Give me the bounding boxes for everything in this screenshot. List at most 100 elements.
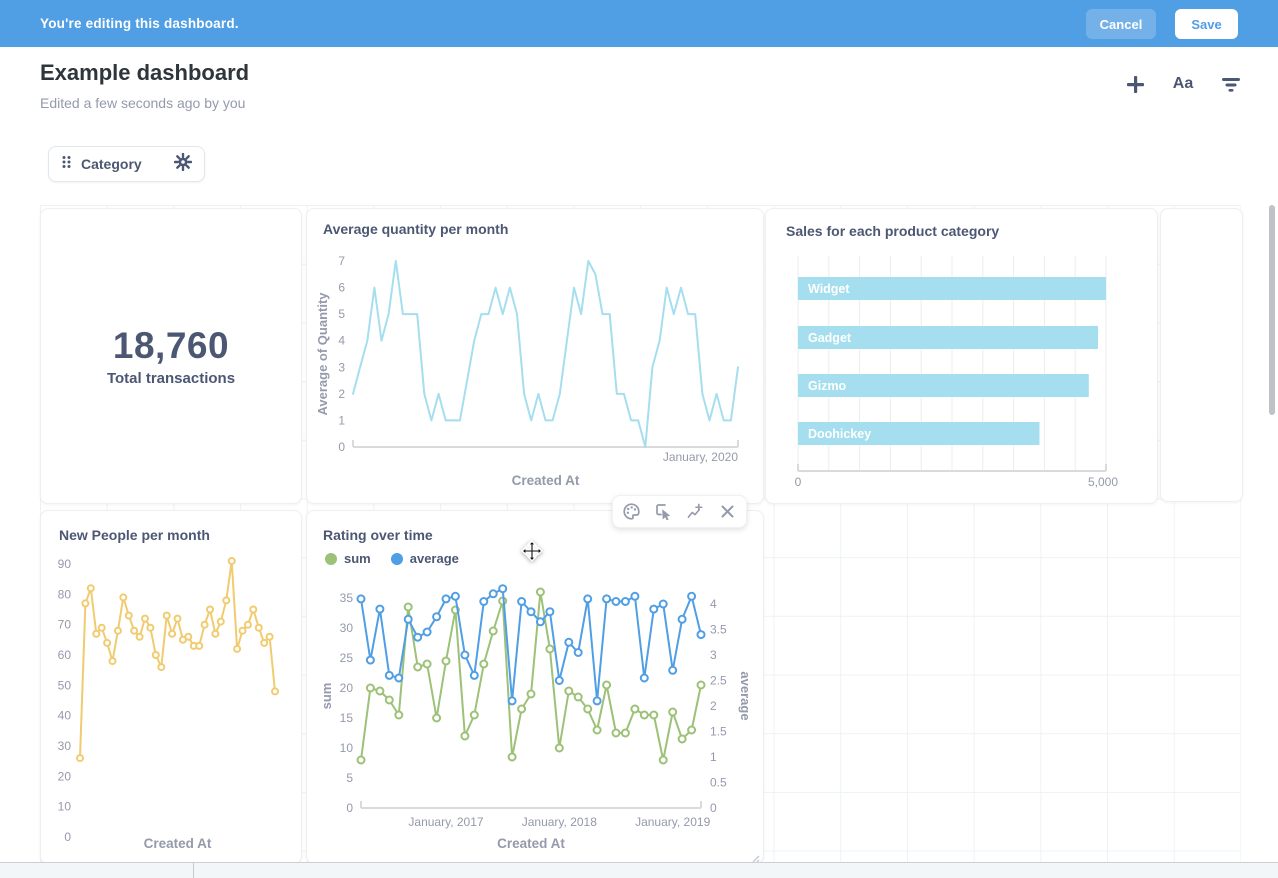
card-title: Rating over time — [323, 527, 433, 543]
svg-text:90: 90 — [58, 557, 72, 571]
scalar-value: 18,760 — [112, 325, 230, 366]
chart-legend: sum average — [325, 551, 459, 566]
svg-text:1: 1 — [710, 750, 717, 764]
card-partially-visible[interactable] — [1160, 208, 1243, 502]
svg-text:4: 4 — [710, 597, 717, 611]
header-actions: Aa — [1124, 73, 1242, 95]
svg-text:Widget: Widget — [808, 282, 850, 296]
filter-icon[interactable] — [1220, 73, 1242, 95]
svg-text:1: 1 — [338, 413, 345, 427]
svg-text:0: 0 — [346, 801, 353, 815]
svg-text:70: 70 — [58, 618, 72, 632]
svg-text:5: 5 — [346, 771, 353, 785]
svg-text:60: 60 — [58, 648, 72, 662]
card-average-quantity[interactable]: Average quantity per month 0 1 2 3 4 5 6 7 Avera… — [306, 208, 764, 504]
card-total-transactions[interactable]: 18,760 Total transactions — [40, 208, 302, 504]
drag-grip-icon[interactable] — [61, 154, 72, 175]
svg-text:Gizmo: Gizmo — [808, 379, 847, 393]
click-behavior-icon[interactable] — [655, 503, 672, 520]
filter-chip-category[interactable]: Category — [48, 146, 205, 182]
svg-text:7: 7 — [338, 254, 345, 268]
card-rating-over-time[interactable]: Rating over time sum average 0 5 10 15 20 25 3… — [306, 510, 764, 864]
legend-dot-sum — [325, 552, 337, 565]
svg-text:3.5: 3.5 — [710, 623, 727, 637]
svg-text:35: 35 — [340, 591, 354, 605]
add-question-icon[interactable] — [1124, 73, 1146, 95]
svg-text:3: 3 — [338, 360, 345, 374]
vertical-scrollbar[interactable] — [1269, 205, 1275, 415]
add-text-icon[interactable]: Aa — [1172, 75, 1194, 92]
svg-text:0: 0 — [710, 801, 717, 815]
svg-text:Created At: Created At — [497, 836, 565, 851]
svg-text:January, 2018: January, 2018 — [522, 815, 597, 829]
palette-icon[interactable] — [623, 503, 640, 520]
add-series-icon[interactable] — [687, 503, 704, 520]
dashboard-canvas: Category 18,760 Total transactions — [0, 128, 1278, 864]
svg-text:40: 40 — [58, 709, 72, 723]
svg-text:2: 2 — [338, 387, 345, 401]
svg-text:January, 2019: January, 2019 — [635, 815, 710, 829]
svg-text:6: 6 — [338, 281, 345, 295]
svg-text:30: 30 — [340, 621, 354, 635]
legend-item-average[interactable]: average — [390, 551, 459, 566]
card-resize-handle[interactable] — [750, 850, 760, 863]
card-new-people[interactable]: New People per month 0 10 20 30 40 50 60 70 80 90… — [40, 510, 302, 864]
svg-text:Created At: Created At — [144, 836, 212, 851]
svg-text:50: 50 — [58, 678, 72, 692]
svg-text:3: 3 — [710, 648, 717, 662]
move-cursor-icon — [520, 539, 543, 562]
svg-text:15: 15 — [340, 711, 354, 725]
rating-over-time-chart: 0 5 10 15 20 25 30 35 0 0.5 1 1.5 2 2.5 3 3.5 4 sum averag… — [319, 584, 753, 851]
svg-text:10: 10 — [58, 800, 72, 814]
card-sales-by-category[interactable]: Sales for each product category Widget Ga… — [765, 208, 1158, 504]
remove-icon[interactable] — [719, 503, 736, 520]
svg-text:0: 0 — [64, 830, 71, 844]
svg-text:Average of Quantity: Average of Quantity — [315, 292, 330, 416]
card-title: New People per month — [59, 527, 210, 543]
svg-text:2: 2 — [710, 699, 717, 713]
svg-text:20: 20 — [340, 681, 354, 695]
svg-text:January, 2020: January, 2020 — [663, 450, 738, 464]
svg-text:5,000: 5,000 — [1088, 475, 1118, 489]
svg-text:2.5: 2.5 — [710, 674, 727, 688]
average-quantity-chart: 0 1 2 3 4 5 6 7 Average of Quantity January, 2020… — [315, 254, 739, 488]
strip-divider — [193, 863, 194, 878]
sales-by-category-chart: Widget Gadget Gizmo Doohickey 0 5,000 — [795, 256, 1118, 489]
svg-text:Doohickey: Doohickey — [808, 427, 871, 441]
svg-text:80: 80 — [58, 587, 72, 601]
page-title: Example dashboard — [40, 60, 250, 85]
card-title: Average quantity per month — [323, 221, 509, 237]
legend-item-sum[interactable]: sum — [325, 551, 371, 566]
edit-mode-message: You're editing this dashboard. — [40, 16, 239, 31]
filter-chip-label: Category — [81, 156, 142, 172]
cancel-button[interactable]: Cancel — [1086, 9, 1156, 39]
legend-dot-average — [390, 552, 403, 565]
svg-text:10: 10 — [340, 741, 354, 755]
page-subtitle: Edited a few seconds ago by you — [40, 95, 246, 111]
svg-text:0: 0 — [795, 475, 802, 489]
svg-text:Gadget: Gadget — [808, 331, 852, 345]
new-people-chart: 0 10 20 30 40 50 60 70 80 90 Created At — [58, 557, 279, 851]
scalar-label: Total transactions — [106, 370, 236, 387]
svg-text:20: 20 — [58, 769, 72, 783]
edit-mode-bar: You're editing this dashboard. Cancel Sa… — [0, 0, 1278, 47]
scalar-content: 18,760 Total transactions — [41, 209, 301, 503]
dashboard-header: Example dashboard Edited a few seconds a… — [0, 47, 1278, 129]
svg-text:January, 2017: January, 2017 — [408, 815, 483, 829]
svg-text:0.5: 0.5 — [710, 776, 727, 790]
svg-text:0: 0 — [338, 440, 345, 454]
bottom-strip — [0, 862, 1278, 878]
card-title: Sales for each product category — [786, 223, 1000, 239]
svg-text:4: 4 — [338, 334, 345, 348]
svg-text:25: 25 — [340, 651, 354, 665]
svg-text:30: 30 — [58, 739, 72, 753]
card-hover-toolbar — [612, 495, 747, 528]
svg-text:sum: sum — [319, 683, 334, 710]
gear-icon[interactable] — [173, 152, 193, 176]
svg-text:Created At: Created At — [512, 473, 580, 488]
svg-text:5: 5 — [338, 307, 345, 321]
svg-text:1.5: 1.5 — [710, 725, 727, 739]
save-button[interactable]: Save — [1175, 9, 1238, 39]
svg-text:average: average — [738, 671, 753, 720]
